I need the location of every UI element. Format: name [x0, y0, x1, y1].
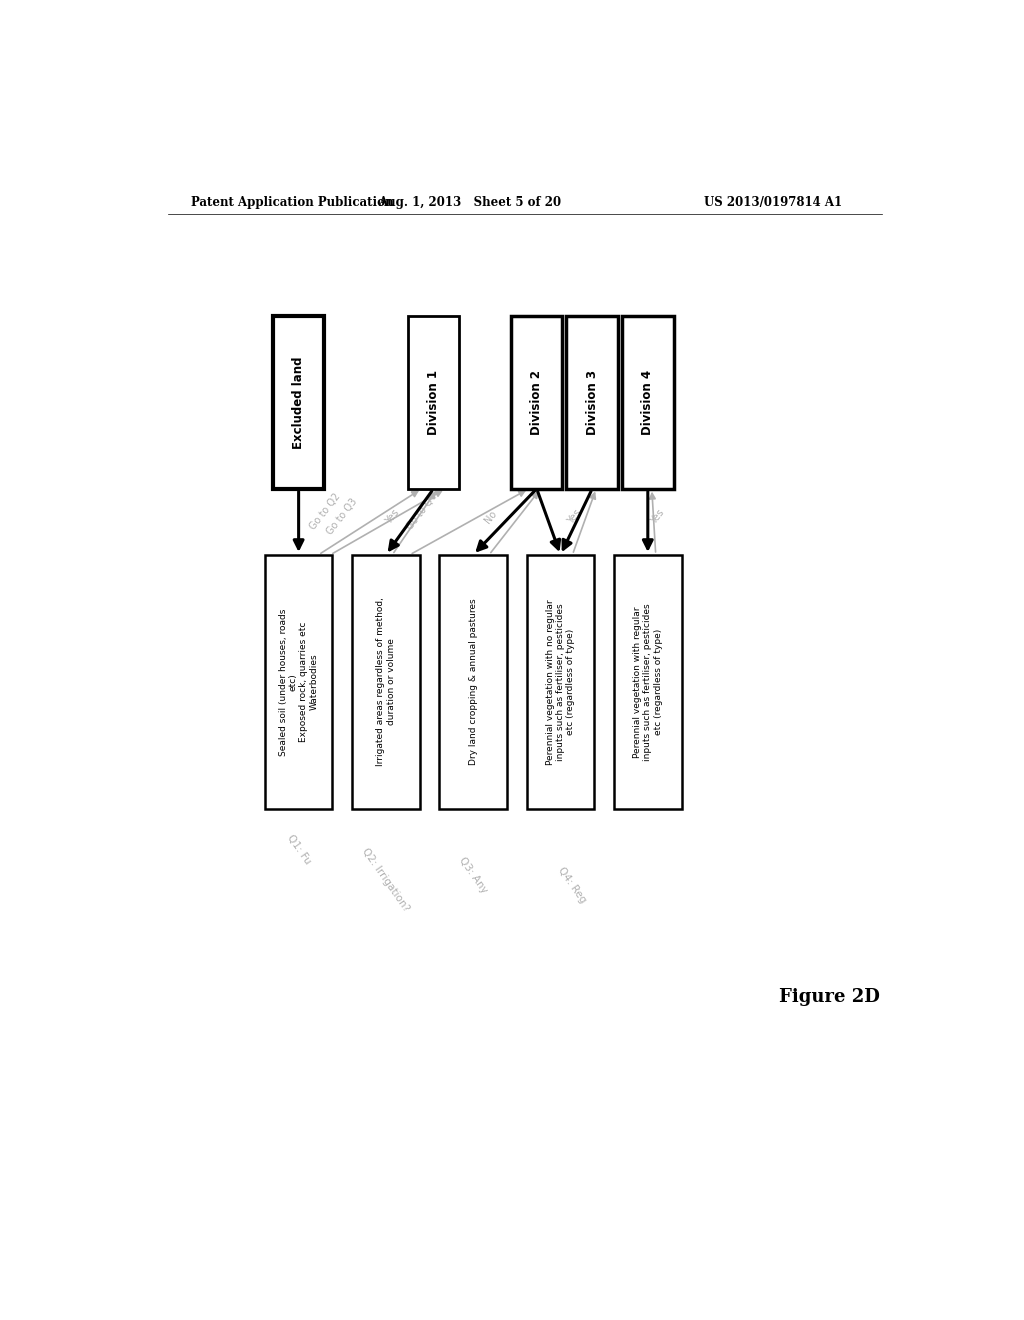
Text: Excluded land: Excluded land	[292, 356, 305, 449]
Text: Q2: Irrigation?: Q2: Irrigation?	[360, 846, 412, 913]
Text: Perennial vegetation with regular
inputs such as fertiliser, pesticides
etc (reg: Perennial vegetation with regular inputs…	[633, 603, 663, 760]
Text: Division 1: Division 1	[427, 370, 440, 434]
Text: Aug. 1, 2013   Sheet 5 of 20: Aug. 1, 2013 Sheet 5 of 20	[378, 195, 561, 209]
Text: Yes: Yes	[648, 507, 667, 525]
Bar	[272, 315, 325, 488]
Text: Division 3: Division 3	[586, 370, 599, 434]
Text: Go to Q3: Go to Q3	[325, 496, 359, 537]
Text: Yes: Yes	[565, 507, 583, 525]
Text: Q4: Reg: Q4: Reg	[556, 866, 589, 906]
Text: Dry land cropping & annual pastures: Dry land cropping & annual pastures	[469, 598, 478, 766]
Text: Patent Application Publication: Patent Application Publication	[191, 195, 394, 209]
Text: Division 4: Division 4	[641, 370, 654, 434]
Bar	[511, 315, 562, 488]
Text: Q3: Any: Q3: Any	[457, 855, 489, 895]
Text: Perennial vegetation with no regular
inputs such as fertiliser, pesticides
etc (: Perennial vegetation with no regular inp…	[546, 599, 575, 764]
Text: Division 2: Division 2	[530, 370, 543, 434]
Bar	[265, 554, 333, 809]
Bar	[614, 554, 682, 809]
Text: Irrigated areas regardless of method,
duration or volume: Irrigated areas regardless of method, du…	[376, 598, 395, 767]
Bar	[352, 554, 420, 809]
Text: Q1: Fu: Q1: Fu	[285, 833, 312, 866]
Text: Figure 2D: Figure 2D	[778, 987, 880, 1006]
Text: US 2013/0197814 A1: US 2013/0197814 A1	[705, 195, 842, 209]
Bar	[526, 554, 594, 809]
Text: Go to Q2: Go to Q2	[307, 491, 342, 532]
Bar	[622, 315, 674, 488]
Text: No: No	[482, 508, 499, 525]
Bar	[566, 315, 618, 488]
Bar	[408, 315, 460, 488]
Text: Sealed soil (under houses, roads
etc)
Exposed rock, quarries etc
Waterbodies: Sealed soil (under houses, roads etc) Ex…	[279, 609, 318, 755]
Text: Yes: Yes	[383, 507, 401, 525]
Text: Go to Q4: Go to Q4	[404, 491, 439, 532]
Bar	[439, 554, 507, 809]
